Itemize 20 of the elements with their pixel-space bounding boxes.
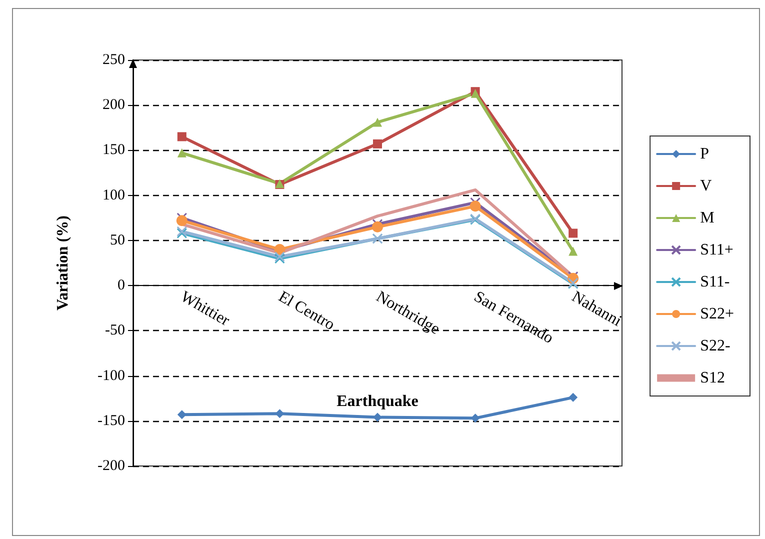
legend-label: S22- — [700, 338, 730, 354]
y-tick-label: 0 — [118, 278, 125, 294]
legend-label: P — [700, 146, 710, 162]
legend-label: S11+ — [700, 242, 734, 258]
legend-label: S22+ — [700, 306, 734, 322]
y-tick-label: 250 — [102, 52, 125, 68]
y-tick-label: 200 — [102, 97, 125, 114]
y-tick-label: 150 — [102, 142, 125, 158]
y-tick-label: -150 — [98, 412, 125, 429]
x-axis-title: Earthquake — [336, 393, 418, 410]
y-tick-label: 100 — [102, 187, 125, 204]
legend-label: S11- — [700, 274, 730, 290]
legend-label: M — [700, 210, 714, 226]
legend-label: S12 — [700, 370, 725, 386]
y-tick-label: -50 — [105, 322, 125, 339]
y-axis-title: Variation (%) — [54, 216, 72, 310]
y-tick-label: 50 — [110, 232, 125, 248]
y-tick-label: -200 — [98, 458, 125, 474]
legend-label: V — [700, 178, 712, 194]
y-tick-label: -100 — [98, 368, 125, 384]
